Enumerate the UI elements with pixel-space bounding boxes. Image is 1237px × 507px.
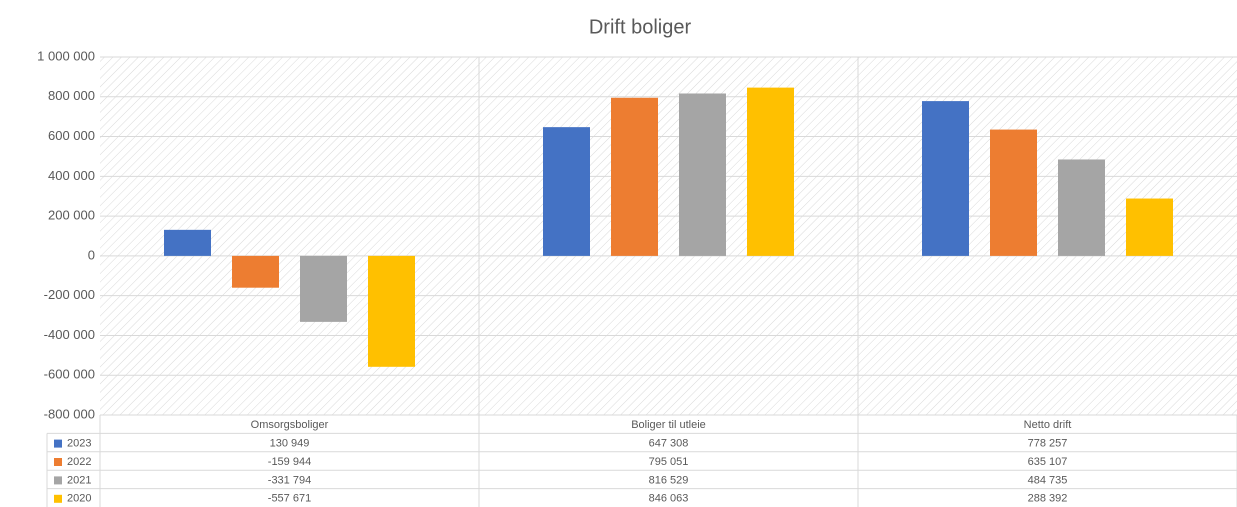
table-value: -159 944 bbox=[268, 456, 311, 468]
table-value: 635 107 bbox=[1028, 456, 1068, 468]
chart-title: Drift boliger bbox=[589, 16, 692, 38]
y-tick-label: 0 bbox=[88, 247, 95, 262]
y-tick-label: -600 000 bbox=[44, 367, 95, 382]
x-tick-label: Boliger til utleie bbox=[631, 419, 706, 431]
x-tick-label: Omsorgsboliger bbox=[251, 419, 329, 431]
table-value: 846 063 bbox=[649, 493, 689, 505]
bar bbox=[232, 255, 279, 288]
bar bbox=[922, 101, 969, 256]
legend-swatch bbox=[54, 439, 62, 448]
y-tick-label: 400 000 bbox=[48, 168, 95, 183]
table-value: 484 735 bbox=[1028, 474, 1068, 486]
y-tick-label: -200 000 bbox=[44, 287, 95, 302]
bar bbox=[300, 255, 347, 322]
table-value: -557 671 bbox=[268, 493, 311, 505]
bar bbox=[543, 127, 590, 256]
bar bbox=[1126, 198, 1173, 256]
bar bbox=[747, 87, 794, 256]
table-value: 647 308 bbox=[649, 438, 689, 450]
x-tick-label: Netto drift bbox=[1024, 419, 1072, 431]
bar bbox=[368, 255, 415, 367]
table-value: 795 051 bbox=[649, 456, 689, 468]
y-tick-label: 600 000 bbox=[48, 128, 95, 143]
table-value: 816 529 bbox=[649, 474, 689, 486]
plot-background bbox=[100, 57, 1237, 415]
legend-label: 2022 bbox=[67, 456, 91, 468]
bar bbox=[1058, 159, 1105, 256]
y-tick-label: -400 000 bbox=[44, 327, 95, 342]
bar bbox=[990, 129, 1037, 256]
bar bbox=[164, 229, 211, 256]
table-value: 288 392 bbox=[1028, 493, 1068, 505]
legend-swatch bbox=[54, 458, 62, 466]
y-tick-label: -800 000 bbox=[44, 406, 95, 421]
y-tick-label: 800 000 bbox=[48, 88, 95, 103]
legend-label: 2023 bbox=[67, 438, 91, 450]
legend-swatch bbox=[54, 476, 62, 485]
legend-label: 2020 bbox=[67, 493, 91, 505]
table-value: 778 257 bbox=[1028, 438, 1068, 450]
bar bbox=[611, 97, 658, 256]
bar bbox=[679, 93, 726, 256]
table-value: 130 949 bbox=[270, 438, 310, 450]
table-value: -331 794 bbox=[268, 474, 311, 486]
y-tick-label: 1 000 000 bbox=[37, 48, 95, 63]
legend-swatch bbox=[54, 494, 62, 503]
y-tick-label: 200 000 bbox=[48, 208, 95, 223]
legend-label: 2021 bbox=[67, 474, 91, 486]
